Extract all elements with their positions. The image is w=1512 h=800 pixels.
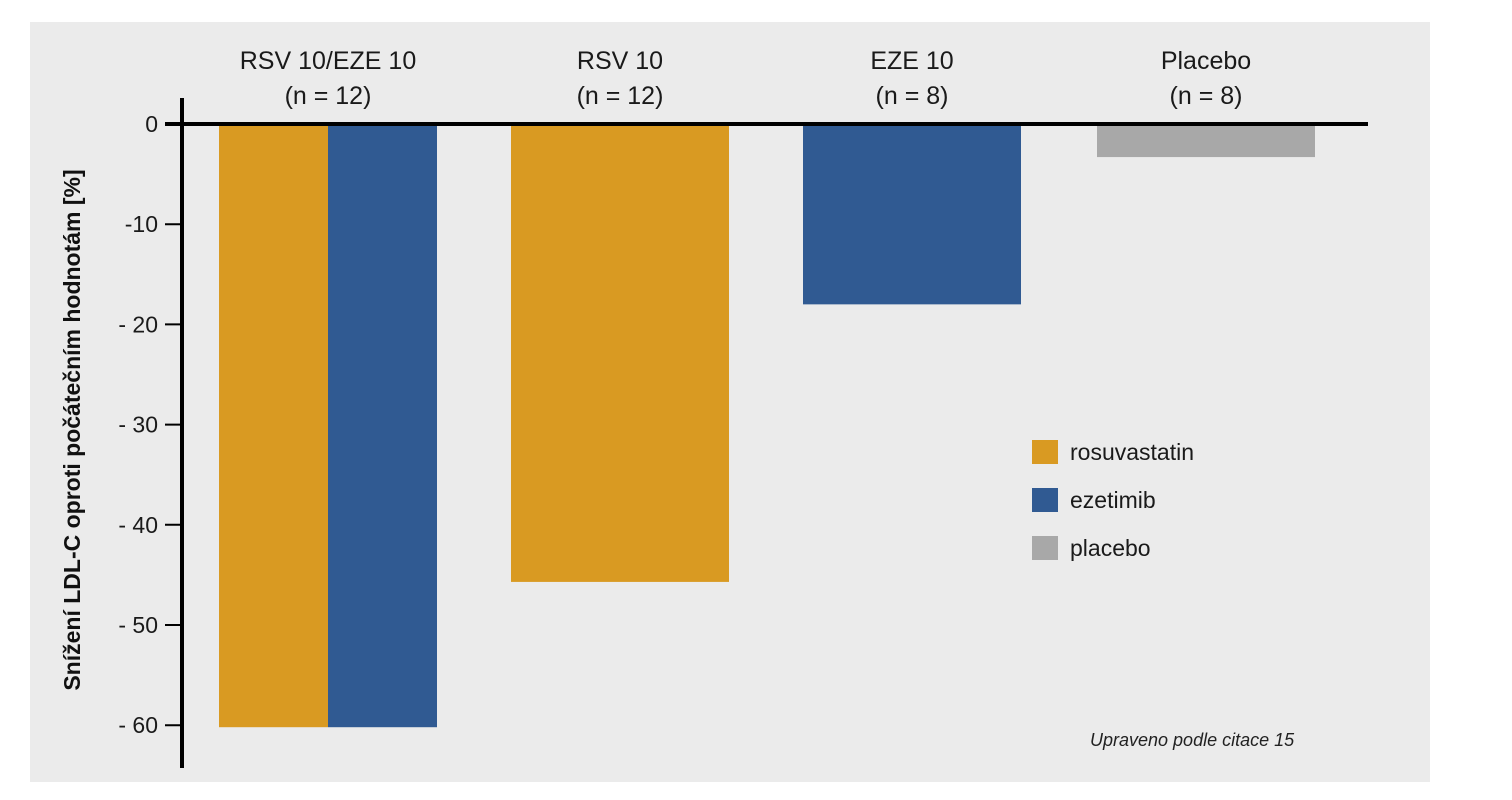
bar-ezetimib-2 (803, 124, 1021, 305)
y-tick-label: - 30 (118, 412, 158, 438)
category-label: Placebo (1161, 47, 1251, 75)
source-annotation: Upraveno podle citace 15 (1090, 730, 1295, 750)
category-label: EZE 10 (870, 47, 953, 75)
category-labels: RSV 10/EZE 10 (n = 12) RSV 10 (n = 12) EZE 1… (240, 47, 1251, 110)
category-sample-size: (n = 8) (1170, 82, 1243, 110)
legend-swatch-rosuvastatin (1032, 440, 1058, 464)
legend-swatch-placebo (1032, 536, 1058, 560)
category-label: RSV 10 (577, 47, 663, 75)
bar-rosuvastatin-0 (219, 124, 328, 728)
axes (165, 98, 1368, 768)
bar-placebo-3 (1097, 124, 1315, 158)
legend-label-placebo: placebo (1070, 535, 1151, 561)
y-tick-label: - 60 (118, 712, 158, 738)
legend: rosuvastatin ezetimib placebo (1032, 439, 1194, 561)
y-tick-label: - 50 (118, 612, 158, 638)
category-sample-size: (n = 8) (876, 82, 949, 110)
y-axis-label: Snížení LDL-C oproti počátečním hodnotám… (59, 169, 85, 690)
bars (219, 124, 1315, 728)
y-tick-label: -10 (125, 211, 158, 237)
y-ticks: 0 -10 - 20 - 30 - 40 - 50 - 60 (118, 111, 182, 738)
y-tick-label: - 40 (118, 512, 158, 538)
legend-swatch-ezetimib (1032, 488, 1058, 512)
y-tick-label: 0 (145, 111, 158, 137)
bar-rosuvastatin-1 (511, 124, 729, 582)
category-sample-size: (n = 12) (577, 82, 664, 110)
legend-label-ezetimib: ezetimib (1070, 487, 1156, 513)
legend-label-rosuvastatin: rosuvastatin (1070, 439, 1194, 465)
category-label: RSV 10/EZE 10 (240, 47, 416, 75)
y-tick-label: - 20 (118, 311, 158, 337)
category-sample-size: (n = 12) (285, 82, 372, 110)
bar-ezetimib-0 (328, 124, 437, 728)
